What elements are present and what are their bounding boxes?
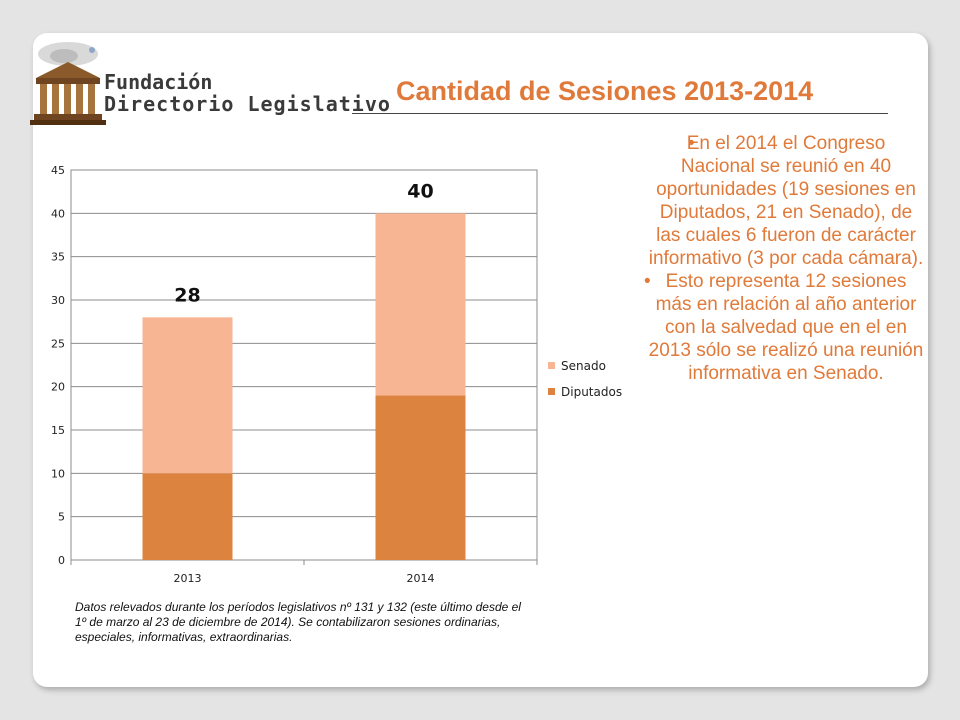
logo-line-2: Directorio Legislativo	[104, 92, 391, 116]
bullet-item: Esto representa 12 sesiones más en relac…	[644, 270, 924, 385]
y-tick-label: 5	[58, 511, 65, 524]
y-tick-label: 40	[51, 207, 65, 220]
y-tick-label: 15	[51, 424, 65, 437]
bar-senado-2014	[375, 213, 466, 396]
bar-chart: 0 5 10 15 20 25 30 35 40 45 2013 28 2014 40 Senado Dipu…	[51, 164, 622, 585]
x-tick-label: 2013	[174, 572, 202, 585]
bar-diputados-2013	[142, 473, 233, 560]
bullet-item: En el 2014 el Congreso Nacional se reuni…	[648, 132, 924, 270]
y-tick-label: 10	[51, 467, 65, 480]
legend-label-diputados: Diputados	[561, 385, 622, 399]
total-label: 28	[174, 284, 200, 306]
legend-swatch-senado	[548, 362, 555, 369]
bar-diputados-2014	[375, 395, 466, 560]
logo-building-icon	[30, 42, 106, 125]
legend-label-senado: Senado	[561, 359, 606, 373]
y-tick-label: 30	[51, 294, 65, 307]
x-tick-label: 2014	[407, 572, 435, 585]
y-tick-label: 0	[58, 554, 65, 567]
plot-area	[70, 169, 538, 561]
legend-swatch-diputados	[548, 388, 555, 395]
bar-senado-2013	[142, 317, 233, 474]
total-label: 40	[407, 180, 433, 202]
logo	[30, 36, 340, 128]
title-underline	[352, 113, 888, 114]
y-tick-label: 25	[51, 337, 65, 350]
y-tick-label: 35	[51, 251, 65, 264]
bullet-list: En el 2014 el Congreso Nacional se reuni…	[644, 132, 924, 385]
logo-line-1: Fundación	[104, 70, 213, 94]
y-tick-label: 45	[51, 164, 65, 177]
source-note: Datos relevados durante los períodos leg…	[75, 600, 521, 644]
y-tick-label: 20	[51, 381, 65, 394]
page-title: Cantidad de Sesiones 2013-2014	[396, 76, 814, 106]
